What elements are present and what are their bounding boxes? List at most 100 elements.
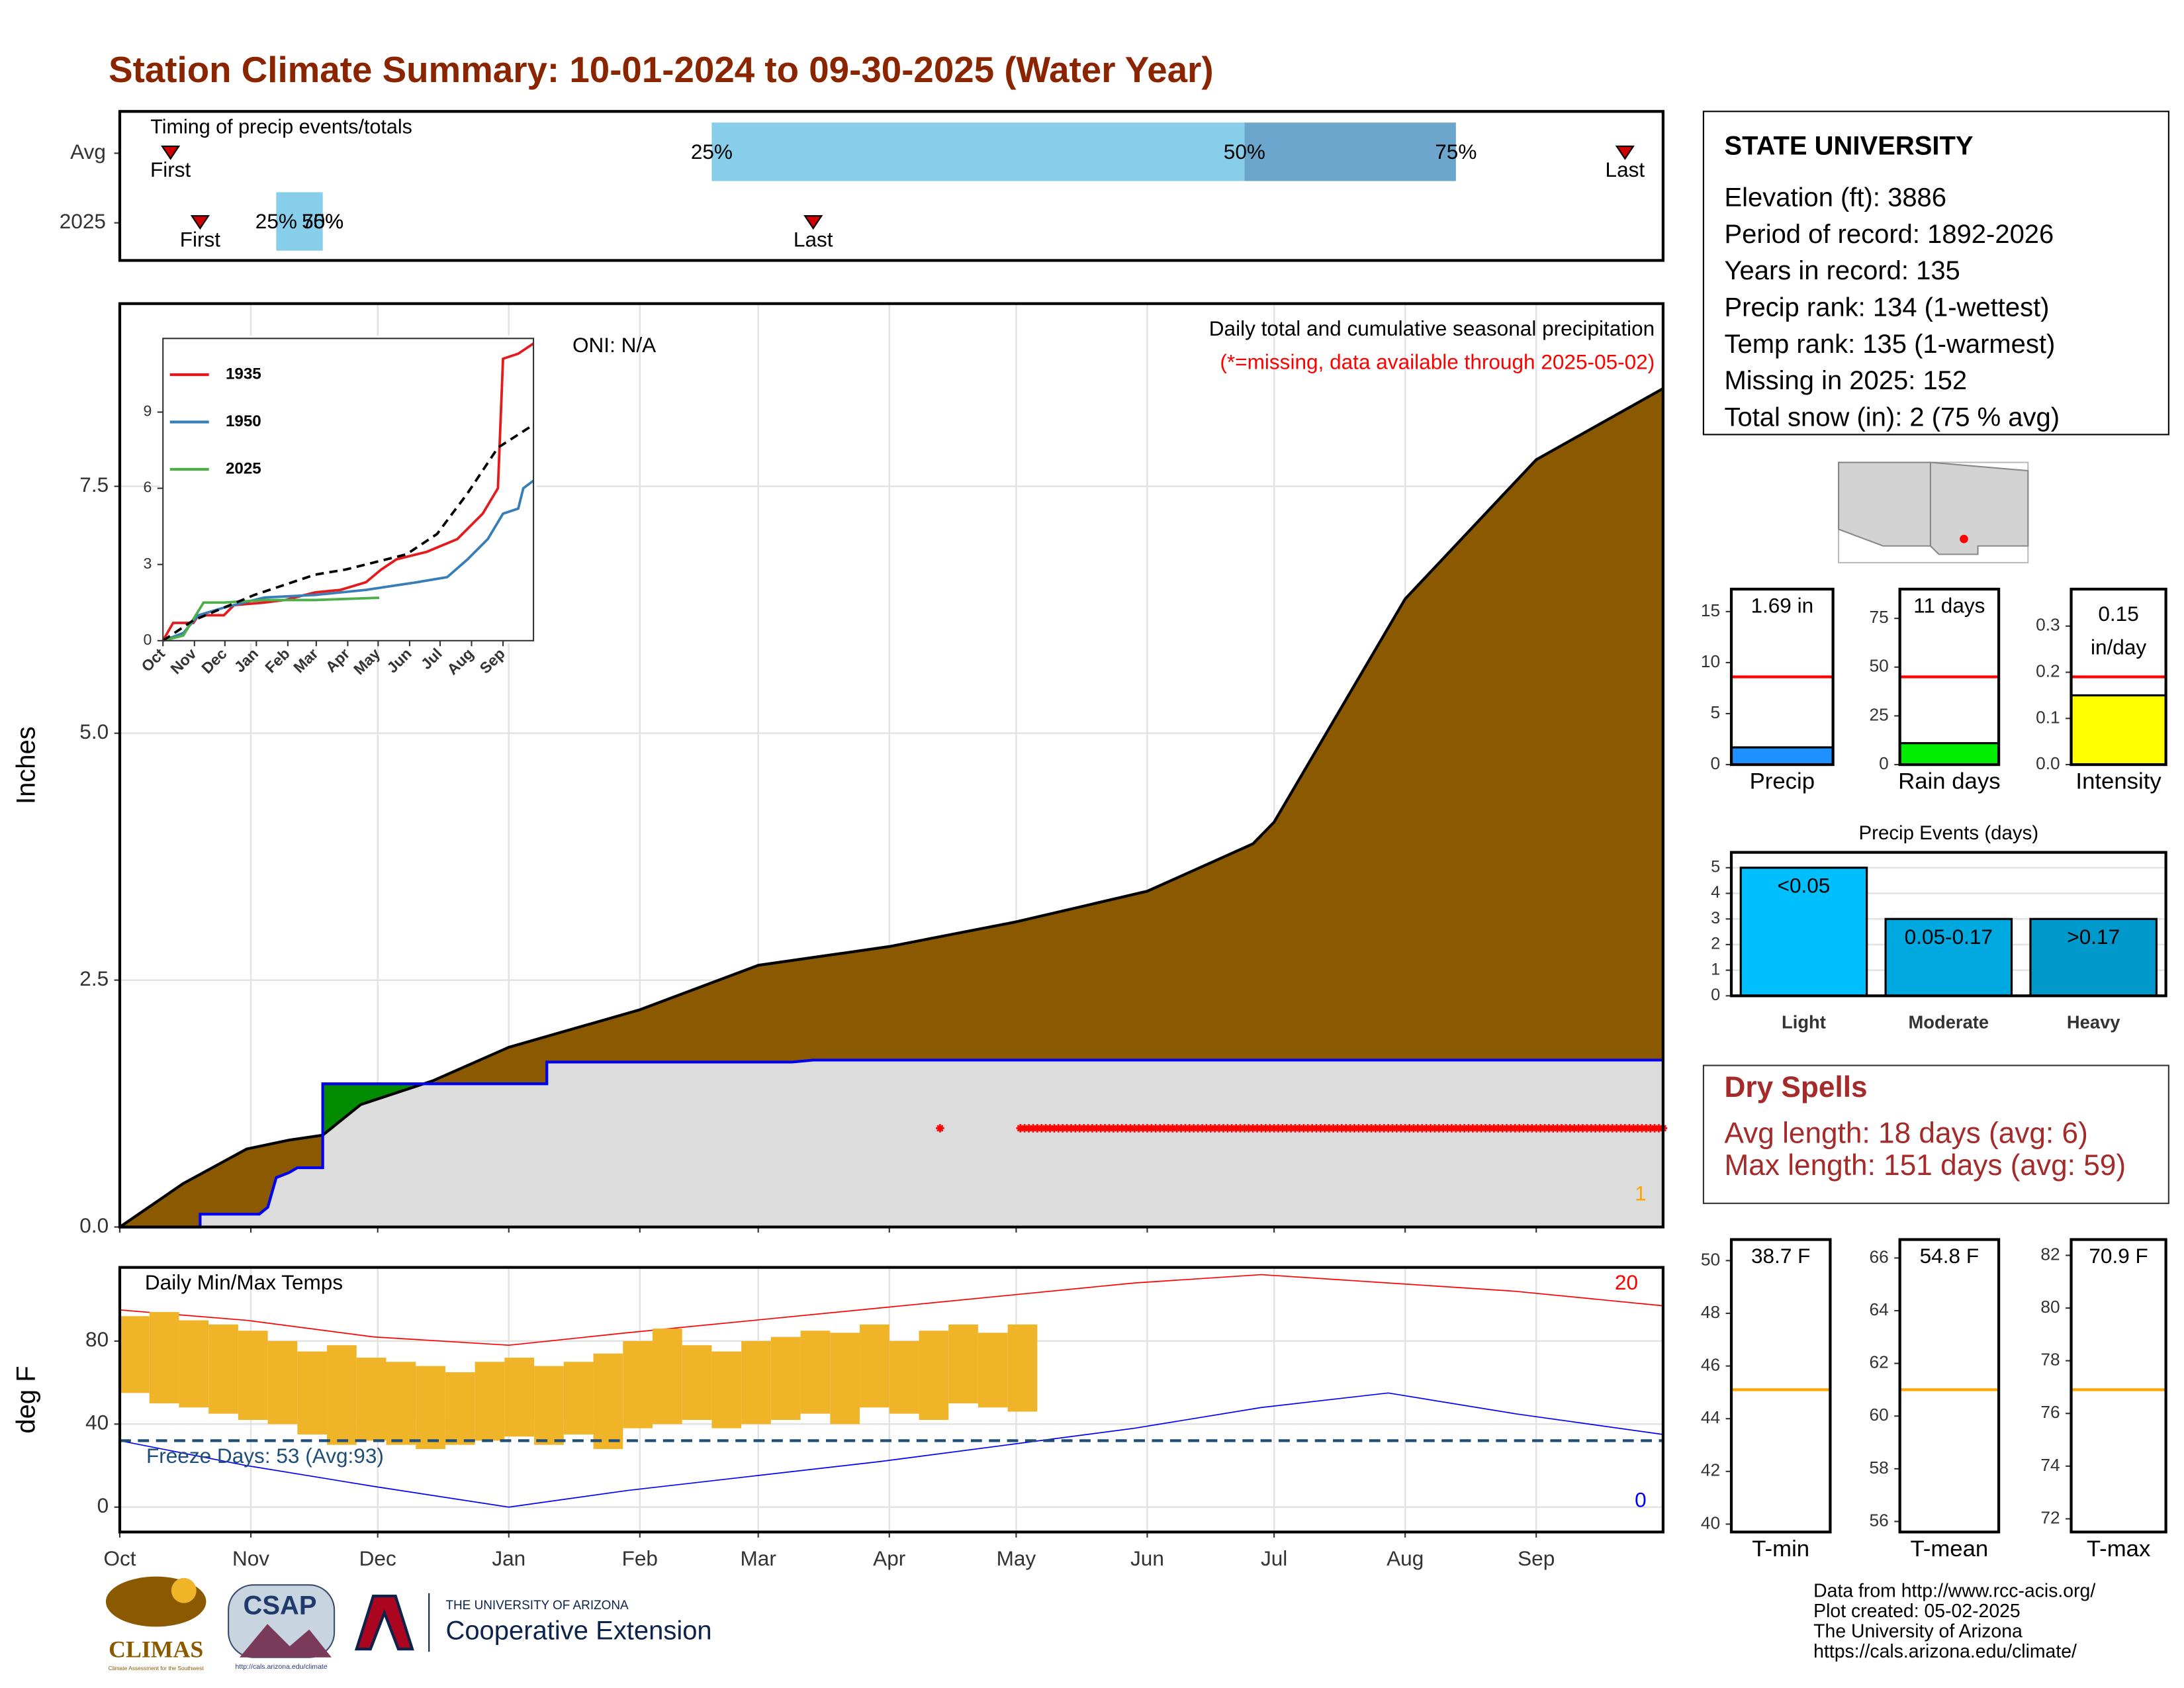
dry-spells-box — [1702, 1064, 2169, 1204]
climas-logo-text: CLIMAS — [109, 1636, 203, 1663]
quantile-label: 75% — [302, 209, 343, 233]
y-tick-label: 10 — [1701, 651, 1720, 671]
temp-range-bar — [208, 1324, 238, 1414]
temp-range-bar — [475, 1362, 505, 1441]
y-axis-label: deg F — [12, 1366, 41, 1433]
temp-range-bar — [830, 1333, 860, 1425]
y-tick-label: 6 — [144, 479, 152, 496]
x-tick-label: Mar — [741, 1546, 776, 1570]
temp-range-bar — [356, 1357, 387, 1441]
average-area — [119, 388, 1663, 1227]
footer-line: The University of Arizona — [1813, 1620, 2023, 1642]
y-tick-label: Avg — [70, 140, 106, 164]
temp-range-bar — [238, 1331, 268, 1421]
event-marker — [161, 145, 181, 160]
y-tick-label: 2.5 — [79, 966, 109, 990]
series-line — [162, 596, 380, 642]
x-tick-label: Sep — [1518, 1546, 1555, 1570]
chart-title: Precip Events (days) — [1859, 822, 2039, 844]
temp-range-bar — [1007, 1324, 1038, 1412]
footer-line: Plot created: 05-02-2025 — [1813, 1601, 2021, 1622]
y-axis-label: Inches — [12, 726, 41, 804]
category-label: T-min — [1752, 1536, 1809, 1562]
y-tick-label: 60 — [1870, 1405, 1889, 1425]
annotation: Daily total and cumulative seasonal prec… — [1209, 316, 1655, 340]
y-tick-label: 0 — [97, 1493, 109, 1517]
bar — [1899, 742, 1999, 765]
y-tick-label: 5.0 — [79, 720, 109, 743]
footer-line: https://cals.arizona.edu/climate/ — [1813, 1641, 2077, 1662]
temp-range-bar — [919, 1331, 949, 1421]
plot-frame — [1729, 587, 1835, 767]
x-tick-label: Jun — [1130, 1546, 1164, 1570]
x-tick-label: Oct — [103, 1546, 136, 1570]
temp-range-bar — [711, 1351, 742, 1429]
legend-label: 2025 — [226, 459, 261, 477]
quantile-bar — [711, 122, 1245, 181]
chart-title: Timing of precip events/totals — [150, 116, 412, 138]
temp-range-bar — [889, 1340, 919, 1414]
y-tick-label: 0 — [1711, 753, 1721, 773]
station-box — [1702, 111, 2169, 436]
y-tick-label: 50 — [1701, 1249, 1720, 1269]
y-tick-label: 3 — [1711, 909, 1720, 927]
missing-markers — [1016, 1124, 1668, 1133]
station-line: Elevation (ft): 3886 — [1724, 183, 1946, 212]
footer-line: Data from http://www.rcc-acis.org/ — [1813, 1580, 2095, 1601]
quantile-bar — [276, 192, 323, 251]
station-name: STATE UNIVERSITY — [1724, 132, 1973, 161]
ua-logo-a — [354, 1595, 414, 1651]
y-tick-label: 42 — [1701, 1460, 1720, 1480]
bar — [2029, 917, 2158, 996]
station-line: Total snow (in): 2 (75 % avg) — [1724, 402, 2060, 432]
y-tick-label: 0 — [144, 631, 152, 648]
csap-logo-text: CSAP — [243, 1591, 316, 1620]
value-label: <0.05 — [1778, 874, 1831, 898]
y-tick-label: 74 — [2040, 1455, 2060, 1475]
temp-range-bar — [652, 1329, 682, 1425]
csap-logo-url: http://cals.arizona.edu/climate — [236, 1663, 328, 1671]
y-tick-label: 9 — [144, 402, 152, 420]
y-tick-label: 40 — [1701, 1513, 1720, 1532]
value-label: 0.05-0.17 — [1905, 925, 1993, 949]
temp-range-bar — [149, 1312, 179, 1403]
y-tick-label: 46 — [1701, 1355, 1720, 1375]
temp-range-bar — [179, 1320, 209, 1408]
csap-logo-mountains — [239, 1624, 332, 1658]
y-tick-label: 15 — [1701, 600, 1720, 620]
y-tick-label: 80 — [2040, 1297, 2060, 1317]
temp-range-bar — [978, 1333, 1008, 1408]
station-line: Temp rank: 135 (1-warmest) — [1724, 330, 2055, 359]
y-tick-label: 80 — [85, 1327, 109, 1351]
y-tick-label: 58 — [1870, 1458, 1889, 1477]
y-tick-label: 2 — [1711, 935, 1720, 953]
temp-range-bar — [386, 1362, 416, 1445]
y-tick-label: 5 — [1711, 702, 1721, 722]
y-tick-label: 0.3 — [2036, 615, 2060, 635]
plot-frame — [2070, 1238, 2167, 1534]
plot-frame — [2070, 587, 2167, 767]
y-tick-label: 50 — [1870, 656, 1889, 676]
climas-logo-subtitle: Climate Assessment for the Southwest — [109, 1665, 205, 1671]
y-tick-label: 76 — [2040, 1402, 2060, 1422]
annotation-note: (*=missing, data available through 2025-… — [1220, 350, 1655, 373]
y-tick-label: 0.1 — [2036, 707, 2060, 727]
category-label: Heavy — [2067, 1012, 2120, 1033]
temp-range-bar — [800, 1331, 831, 1414]
map-station — [1960, 534, 1968, 543]
ua-logo-text: Cooperative Extension — [445, 1616, 711, 1645]
y-tick-label: 72 — [2040, 1507, 2060, 1527]
category-label: Intensity — [2075, 769, 2161, 794]
locator-map — [1838, 461, 2029, 564]
y-tick-label: 3 — [144, 555, 152, 572]
y-tick-label: 48 — [1701, 1302, 1720, 1322]
temp-range-bar — [416, 1366, 445, 1449]
y-tick-label: 82 — [2040, 1244, 2060, 1264]
x-tick-label: Nov — [232, 1546, 269, 1570]
category-label: T-max — [2087, 1536, 2150, 1562]
event-marker — [1615, 145, 1635, 160]
series-line — [162, 479, 535, 642]
record-high-line — [119, 1274, 1663, 1346]
